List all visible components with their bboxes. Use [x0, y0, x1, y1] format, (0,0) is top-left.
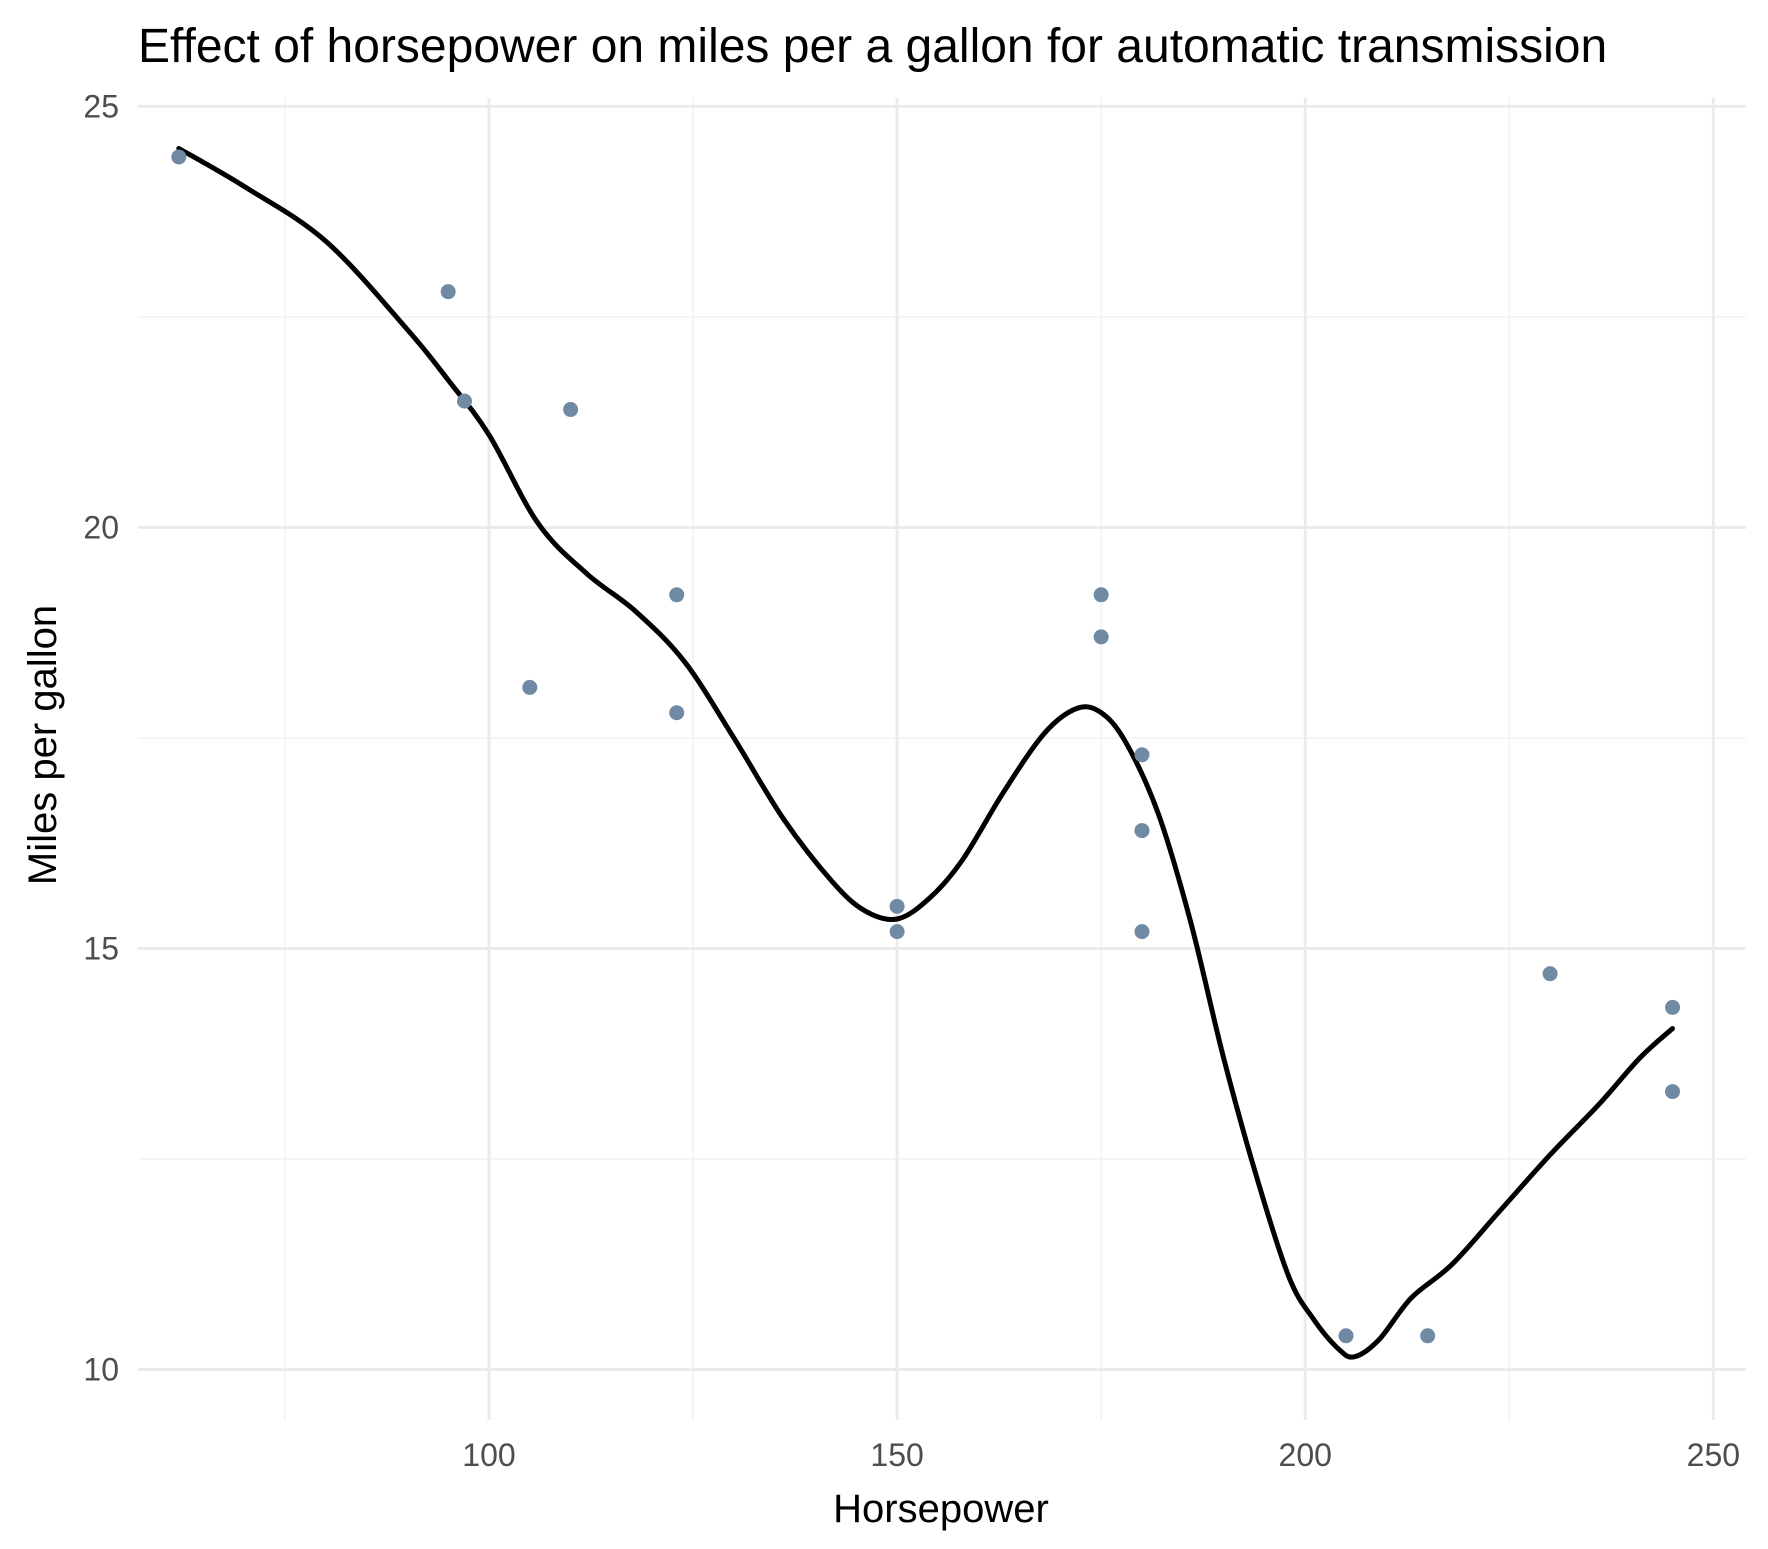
grid [138, 98, 1746, 1420]
data-point [1420, 1328, 1436, 1344]
y-tick-label: 25 [83, 88, 119, 124]
chart-title: Effect of horsepower on miles per a gall… [138, 20, 1607, 73]
y-tick-label: 10 [83, 1351, 119, 1387]
data-point [1665, 1084, 1681, 1100]
y-tick-label: 15 [83, 930, 119, 966]
x-axis-ticks: 100 150 200 250 [462, 1437, 1740, 1473]
data-point [669, 587, 685, 603]
data-point [889, 924, 905, 940]
data-point [456, 393, 472, 409]
data-point [1134, 823, 1150, 839]
data-point [889, 898, 905, 914]
data-point [1134, 747, 1150, 763]
y-axis-title: Miles per gallon [21, 605, 65, 885]
x-tick-label: 100 [462, 1437, 515, 1473]
x-axis-title: Horsepower [833, 1487, 1049, 1531]
data-point [1542, 966, 1558, 982]
data-point [1338, 1328, 1354, 1344]
data-point [563, 402, 579, 418]
smooth-line-layer [176, 146, 1675, 1360]
data-point [1665, 999, 1681, 1015]
x-tick-label: 200 [1279, 1437, 1332, 1473]
y-tick-label: 20 [83, 509, 119, 545]
smooth-trend-line [176, 146, 1675, 1360]
data-point [669, 705, 685, 721]
data-point [1093, 587, 1109, 603]
data-point [522, 679, 538, 695]
x-tick-label: 250 [1687, 1437, 1740, 1473]
data-point [440, 284, 456, 300]
data-point [1093, 629, 1109, 645]
data-point [1134, 924, 1150, 940]
y-axis-ticks: 10 15 20 25 [83, 88, 119, 1387]
points-layer [171, 149, 1681, 1344]
data-point [171, 149, 187, 165]
x-tick-label: 150 [870, 1437, 923, 1473]
